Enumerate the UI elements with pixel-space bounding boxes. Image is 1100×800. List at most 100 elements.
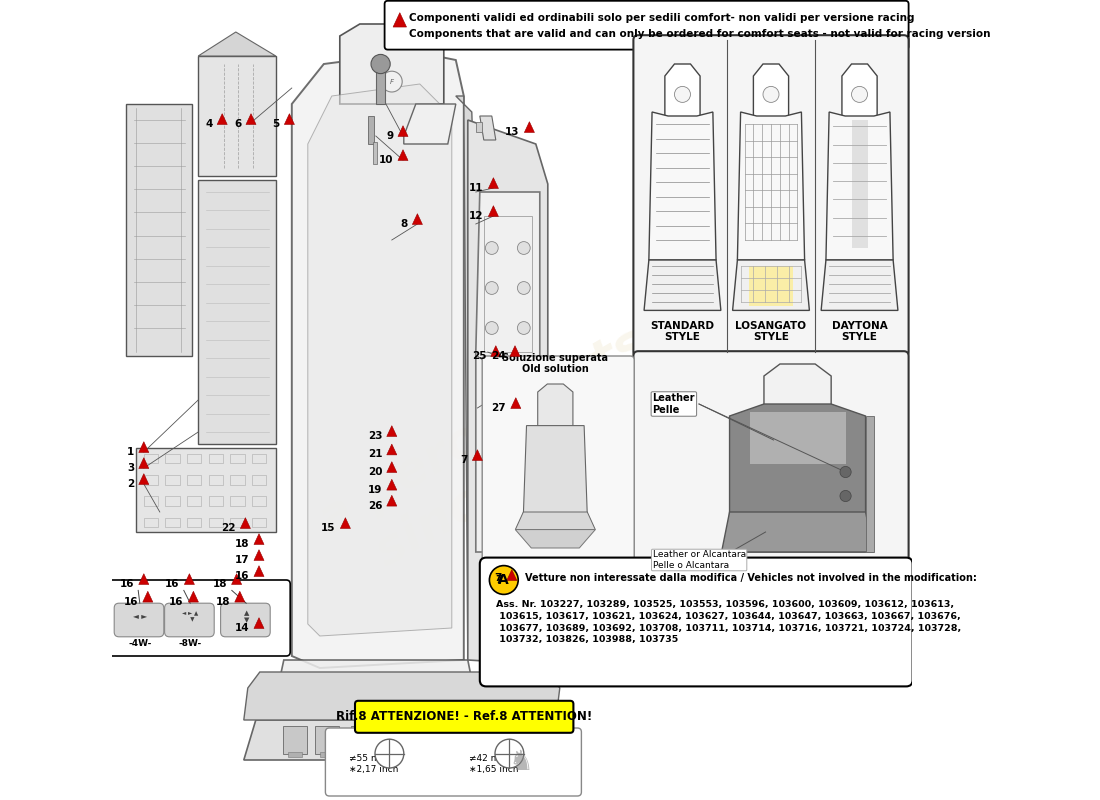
- Bar: [376, 72, 385, 104]
- Polygon shape: [135, 448, 276, 532]
- Text: 16: 16: [235, 571, 250, 581]
- Polygon shape: [387, 444, 397, 455]
- Polygon shape: [393, 13, 407, 27]
- Polygon shape: [254, 618, 264, 629]
- Text: 18: 18: [216, 597, 230, 606]
- Text: 19: 19: [367, 485, 382, 494]
- FancyBboxPatch shape: [165, 603, 214, 637]
- Text: 16: 16: [123, 597, 139, 606]
- Bar: [443, 726, 468, 754]
- Polygon shape: [198, 180, 276, 444]
- Polygon shape: [143, 591, 153, 602]
- Polygon shape: [510, 346, 520, 357]
- Bar: [851, 120, 868, 248]
- Polygon shape: [538, 384, 573, 432]
- Bar: [749, 266, 793, 306]
- Circle shape: [485, 322, 498, 334]
- Text: 14: 14: [234, 623, 250, 633]
- Polygon shape: [185, 574, 195, 585]
- Text: 7: 7: [494, 573, 502, 582]
- Text: F: F: [389, 78, 394, 85]
- Polygon shape: [217, 114, 228, 125]
- Polygon shape: [244, 720, 556, 760]
- Bar: [165, 496, 179, 506]
- Text: Soluzione superata
Old solution: Soluzione superata Old solution: [503, 353, 608, 374]
- FancyBboxPatch shape: [355, 701, 573, 733]
- FancyBboxPatch shape: [634, 35, 909, 357]
- Polygon shape: [292, 52, 464, 668]
- Polygon shape: [412, 214, 422, 225]
- Polygon shape: [340, 518, 351, 529]
- Bar: [252, 496, 266, 506]
- Polygon shape: [285, 114, 295, 125]
- FancyBboxPatch shape: [114, 603, 164, 637]
- Bar: [283, 726, 307, 754]
- Bar: [187, 518, 201, 527]
- Polygon shape: [525, 122, 535, 133]
- Bar: [209, 518, 223, 527]
- Circle shape: [382, 71, 403, 92]
- Polygon shape: [234, 591, 245, 602]
- Polygon shape: [507, 570, 517, 581]
- Text: Componenti validi ed ordinabili solo per sedili comfort- non validi per versione: Componenti validi ed ordinabili solo per…: [409, 13, 915, 22]
- Bar: [408, 752, 422, 757]
- Polygon shape: [198, 32, 276, 56]
- Polygon shape: [126, 104, 191, 356]
- Polygon shape: [387, 462, 397, 473]
- Polygon shape: [308, 84, 452, 636]
- Bar: [355, 752, 371, 757]
- Text: ◄ ► ▲
   ▼: ◄ ► ▲ ▼: [183, 611, 198, 622]
- Text: 21: 21: [367, 450, 382, 459]
- Polygon shape: [866, 416, 873, 552]
- Text: 7: 7: [461, 455, 468, 465]
- Text: 11: 11: [470, 183, 484, 193]
- Text: 22: 22: [221, 523, 235, 533]
- Text: Rif.8 ATTENZIONE! - Ref.8 ATTENTION!: Rif.8 ATTENZIONE! - Ref.8 ATTENTION!: [337, 710, 592, 723]
- Bar: [230, 454, 244, 463]
- Text: 13: 13: [505, 127, 520, 137]
- Polygon shape: [254, 550, 264, 561]
- Text: -4W-: -4W-: [128, 638, 152, 648]
- Text: 16: 16: [120, 579, 134, 589]
- Polygon shape: [491, 346, 501, 357]
- Text: ≠42 mm
∗1,65 inch: ≠42 mm ∗1,65 inch: [470, 754, 519, 774]
- Circle shape: [851, 86, 868, 102]
- Text: 27: 27: [492, 403, 506, 413]
- Bar: [351, 726, 375, 754]
- Text: 10: 10: [378, 155, 394, 165]
- Polygon shape: [488, 178, 498, 189]
- Polygon shape: [737, 112, 804, 260]
- Text: 26: 26: [367, 501, 382, 510]
- Text: 12: 12: [470, 211, 484, 221]
- Polygon shape: [455, 96, 484, 660]
- FancyBboxPatch shape: [480, 558, 913, 686]
- Polygon shape: [188, 591, 198, 602]
- Text: STANDARD
STYLE: STANDARD STYLE: [650, 321, 715, 342]
- Polygon shape: [254, 534, 264, 545]
- Polygon shape: [244, 672, 560, 720]
- Polygon shape: [480, 116, 496, 140]
- Circle shape: [517, 322, 530, 334]
- Bar: [230, 496, 244, 506]
- Polygon shape: [649, 112, 716, 260]
- Polygon shape: [749, 412, 846, 464]
- Circle shape: [375, 739, 404, 768]
- Polygon shape: [515, 530, 595, 548]
- Polygon shape: [821, 260, 898, 310]
- Text: Leather
Pelle: Leather Pelle: [652, 393, 695, 414]
- Polygon shape: [729, 404, 866, 552]
- Polygon shape: [510, 398, 520, 409]
- Bar: [187, 496, 201, 506]
- Bar: [448, 752, 462, 757]
- Polygon shape: [139, 458, 148, 469]
- Bar: [209, 496, 223, 506]
- Polygon shape: [387, 479, 397, 490]
- FancyBboxPatch shape: [108, 580, 290, 656]
- Circle shape: [674, 86, 691, 102]
- Text: a peror parts
since 1995: a peror parts since 1995: [310, 318, 682, 594]
- Polygon shape: [645, 260, 720, 310]
- Polygon shape: [842, 64, 877, 120]
- Text: 7: 7: [495, 575, 503, 585]
- Text: ≠55 mm
∗2,17 inch: ≠55 mm ∗2,17 inch: [350, 754, 399, 774]
- Bar: [230, 475, 244, 485]
